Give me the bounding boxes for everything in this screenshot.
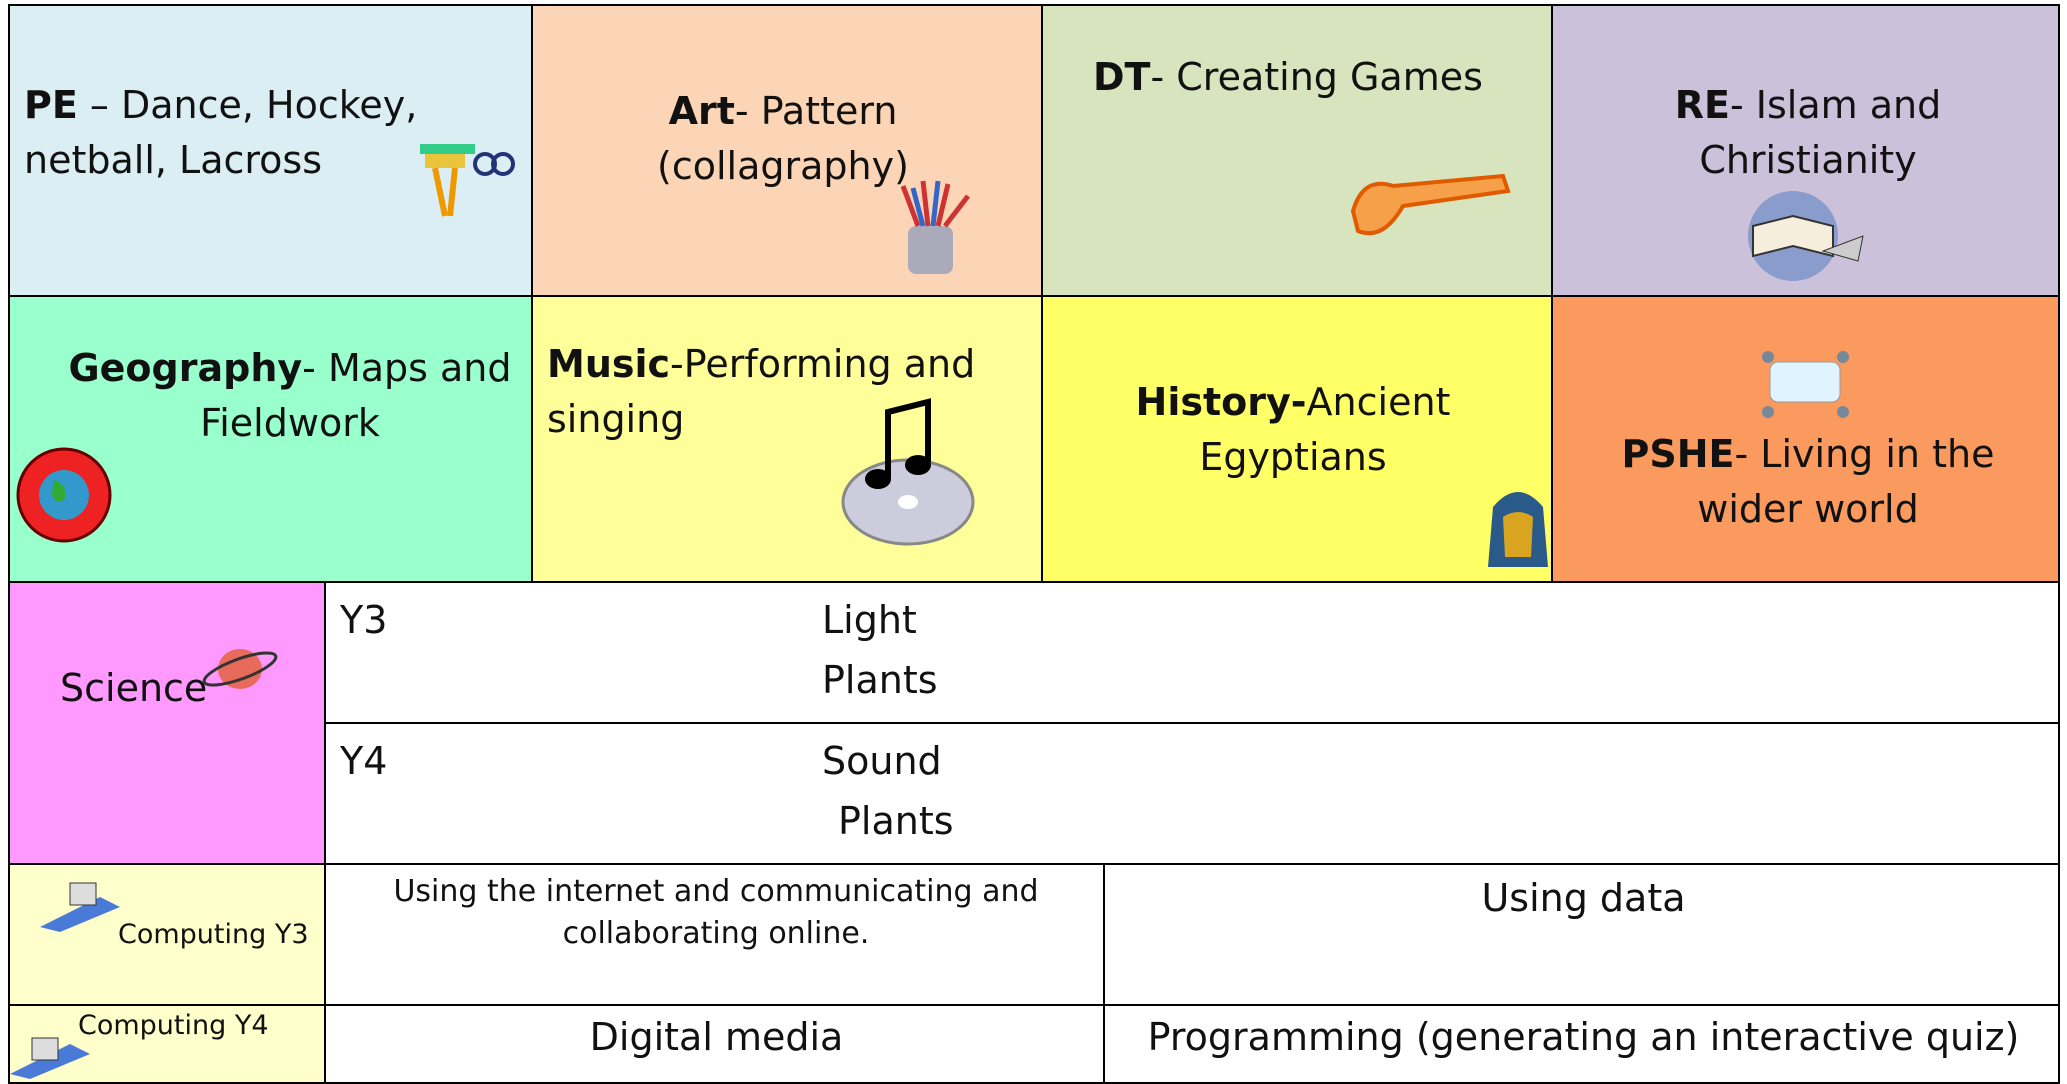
- computing-cell: Digital media: [324, 1004, 1105, 1084]
- saw-icon: [1350, 173, 1511, 236]
- topic-title: Geography: [68, 346, 303, 390]
- topic: Geography- Maps and Fieldwork: [50, 341, 530, 451]
- science-topic: Plants: [822, 658, 938, 702]
- pencils-icon: [900, 180, 970, 274]
- year: Y3: [340, 598, 388, 642]
- books-icon: [1748, 191, 1864, 281]
- computing-y3-label-cell: Computing Y3: [8, 863, 326, 1006]
- science-label-cell: Science: [8, 581, 326, 865]
- topic: PE – Dance, Hockey, netball, Lacross: [24, 78, 464, 188]
- history-cell: History-Ancient Egyptians: [1041, 295, 1553, 583]
- computing-cell: Programming (generating an interactive q…: [1103, 1004, 2060, 1084]
- topic-text: - Islam and Christianity: [1699, 83, 1942, 182]
- computing-topic: Programming (generating an interactive q…: [1147, 1015, 2020, 1059]
- music-icon: [841, 398, 975, 546]
- pshe-cell: PSHE- Living in the wider world: [1551, 295, 2060, 583]
- year: Y4: [340, 739, 388, 783]
- topic-title: PE: [24, 83, 78, 127]
- geography-cell: Geography- Maps and Fieldwork: [8, 295, 533, 583]
- topic: DT- Creating Games: [1093, 50, 1513, 105]
- art-cell: Art- Pattern (collagraphy): [531, 4, 1043, 297]
- topic-text: - Pattern (collagraphy): [657, 89, 909, 188]
- topic-title: Music: [547, 342, 671, 386]
- computing-label: Computing Y3: [118, 919, 309, 950]
- topic-text: – Dance, Hockey, netball, Lacross: [24, 83, 418, 182]
- science-topic: Sound: [822, 739, 942, 783]
- topic: Art- Pattern (collagraphy): [633, 84, 933, 194]
- science-topic: Plants: [838, 799, 954, 843]
- globe-icon: [16, 447, 112, 543]
- computing-cell: Using the internet and communicating and…: [324, 863, 1105, 1006]
- topic-title: DT: [1093, 55, 1151, 99]
- topic-title: Art: [668, 89, 735, 133]
- topic-text: - Maps and Fieldwork: [200, 346, 512, 445]
- topic-text: - Creating Games: [1150, 55, 1483, 99]
- music-cell: Music-Performing and singing: [531, 295, 1043, 583]
- computing-topic: Using the internet and communicating and…: [393, 874, 1039, 951]
- computing-y4-label-cell: Computing Y4: [8, 1004, 326, 1084]
- people-icon: [1762, 351, 1849, 418]
- topic-title: RE: [1674, 83, 1730, 127]
- topic: RE- Islam and Christianity: [1613, 78, 2003, 188]
- computing-topic: Digital media: [589, 1015, 844, 1059]
- pe-cell: PE – Dance, Hockey, netball, Lacross: [8, 4, 533, 297]
- computer-icon: [40, 882, 120, 932]
- topic-text: Ancient Egyptians: [1199, 380, 1451, 479]
- topic-text: - Living in the wider world: [1697, 432, 1995, 531]
- re-cell: RE- Islam and Christianity: [1551, 4, 2060, 297]
- science-y3-cell: Y3 Light Plants: [324, 581, 2060, 724]
- topic-title: PSHE: [1621, 432, 1735, 476]
- science-label: Science: [60, 666, 208, 710]
- topic: PSHE- Living in the wider world: [1593, 427, 2023, 537]
- science-y4-cell: Y4 Sound Plants: [324, 722, 2060, 865]
- pharaoh-icon: [1488, 492, 1548, 567]
- topic-text: -Performing and singing: [547, 342, 976, 441]
- topic: Music-Performing and singing: [547, 337, 1017, 447]
- computing-topic: Using data: [1481, 876, 1686, 920]
- topic: History-Ancient Egyptians: [1103, 375, 1483, 485]
- planet-icon: [202, 649, 278, 689]
- science-topic: Light: [822, 598, 917, 642]
- dt-cell: DT- Creating Games: [1041, 4, 1553, 297]
- computer-icon: [10, 1037, 90, 1079]
- topic-title: History-: [1135, 380, 1307, 424]
- gym-icon: [420, 144, 515, 217]
- computing-cell: Using data: [1103, 863, 2060, 1006]
- computing-label: Computing Y4: [78, 1010, 269, 1041]
